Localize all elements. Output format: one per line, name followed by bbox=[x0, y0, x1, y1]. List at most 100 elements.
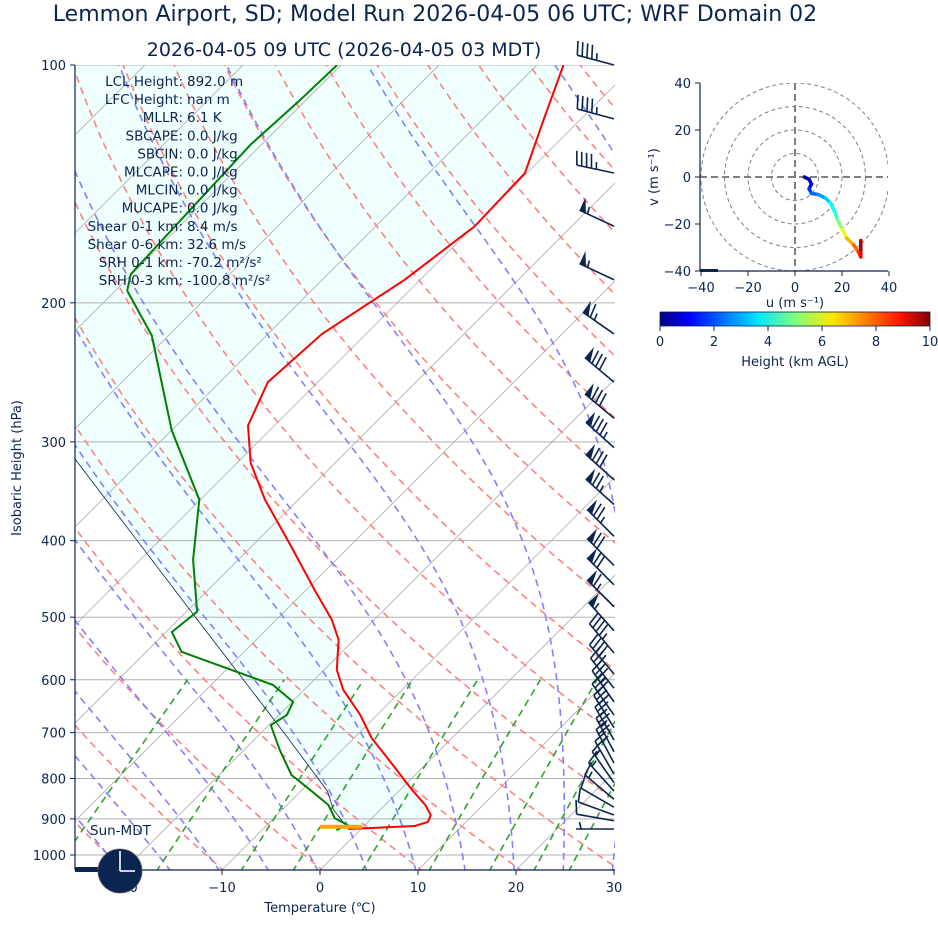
stat-value: 0.0 J/kg bbox=[187, 146, 238, 162]
stat-label: LFC Height: bbox=[105, 92, 183, 108]
clock-label: Sun-MDT bbox=[90, 823, 152, 839]
mixing-ratio-line bbox=[488, 679, 598, 870]
wind-barb bbox=[585, 443, 615, 481]
hodograph: −40−40 −20 −20 0 0 20 20 40 40 bbox=[664, 77, 898, 296]
hodograph-x-tick-label: 40 bbox=[881, 281, 898, 296]
wind-barb bbox=[579, 197, 615, 227]
hodograph-x-tick-label: 20 bbox=[834, 281, 851, 296]
wind-barb bbox=[595, 719, 615, 764]
barb-full bbox=[590, 98, 594, 113]
wind-barb bbox=[591, 740, 615, 784]
clock-icon bbox=[97, 848, 143, 894]
stat-label: Shear 0-6 km: bbox=[88, 237, 183, 253]
hodograph-plot-area bbox=[700, 83, 888, 271]
barb-full bbox=[586, 43, 589, 58]
dry-adiabat-line bbox=[631, 65, 938, 872]
dry-adiabat-line bbox=[528, 65, 615, 172]
barb-full bbox=[581, 42, 584, 57]
barb-full bbox=[586, 97, 589, 112]
wind-barb bbox=[575, 799, 615, 822]
mixing-ratio-line bbox=[292, 679, 414, 870]
hodograph-x-label: u (m s⁻¹) bbox=[766, 296, 824, 311]
dry-adiabat-line bbox=[122, 65, 615, 671]
barb-full bbox=[590, 44, 594, 60]
colorbar-gradient bbox=[659, 311, 931, 327]
moist-adiabat-line bbox=[75, 538, 319, 870]
hodograph-segment bbox=[835, 217, 844, 231]
barb-full bbox=[576, 94, 579, 110]
stat-value: 0.0 J/kg bbox=[187, 201, 238, 217]
y-tick-label: 600 bbox=[41, 674, 66, 689]
barb-staff bbox=[586, 579, 615, 608]
wind-barb bbox=[576, 150, 615, 174]
stat-value: 6.1 K bbox=[187, 110, 223, 126]
stat-value: 32.6 m/s bbox=[187, 237, 246, 253]
isotherm-line bbox=[75, 280, 615, 822]
barb-half bbox=[594, 749, 601, 757]
parcel-profile-line bbox=[75, 457, 349, 830]
stat-value: 0.0 J/kg bbox=[187, 165, 238, 181]
x-tick-label: 0 bbox=[316, 881, 324, 896]
barb-full bbox=[592, 573, 602, 587]
barb-full bbox=[589, 646, 601, 659]
wind-barb bbox=[586, 569, 615, 608]
y-axis-label: Isobaric Height (hPa) bbox=[10, 400, 25, 536]
stat-value: -100.8 m²/s² bbox=[187, 273, 270, 289]
y-tick-label: 100 bbox=[41, 59, 66, 74]
barb-half bbox=[578, 821, 582, 830]
barb-full bbox=[598, 356, 607, 371]
x-tick-label: 10 bbox=[410, 881, 427, 896]
colorbar-tick-label: 6 bbox=[818, 335, 826, 350]
barb-full bbox=[594, 696, 607, 708]
stat-value: 892.0 m bbox=[187, 74, 243, 90]
wind-barb bbox=[584, 761, 615, 800]
barb-staff bbox=[595, 717, 615, 753]
stat-label: Shear 0-1 km: bbox=[88, 219, 183, 235]
barb-full bbox=[575, 799, 578, 815]
hodograph-y-tick-label: 20 bbox=[674, 124, 691, 139]
barb-half bbox=[599, 516, 606, 524]
dry-adiabat-line bbox=[325, 65, 615, 420]
barb-full bbox=[595, 475, 604, 489]
barb-staff bbox=[591, 751, 615, 784]
mixing-ratio-line bbox=[533, 719, 615, 870]
stat-value: -70.2 m²/s² bbox=[187, 255, 262, 271]
y-tick-label: 800 bbox=[41, 772, 66, 787]
mixing-ratio-line bbox=[623, 680, 722, 872]
moist-adiabat-line bbox=[118, 65, 515, 870]
barb-half bbox=[593, 313, 598, 321]
barb-full bbox=[592, 532, 602, 546]
y-tick-label: 500 bbox=[41, 611, 66, 626]
mixing-ratio-line bbox=[75, 679, 189, 843]
y-tick-label: 200 bbox=[41, 297, 66, 312]
barb-full bbox=[595, 418, 604, 432]
barb-staff bbox=[577, 108, 615, 120]
barb-half bbox=[586, 206, 591, 215]
colorbar-label: Height (km AGL) bbox=[741, 355, 849, 370]
colorbar-tick-label: 2 bbox=[710, 335, 718, 350]
mixing-ratio-line bbox=[156, 679, 285, 870]
barb-pennant bbox=[585, 468, 596, 484]
isotherm-line bbox=[319, 574, 615, 870]
barb-full bbox=[581, 95, 584, 111]
barb-full bbox=[584, 761, 593, 776]
dry-adiabat-line bbox=[75, 200, 615, 801]
stat-label: SBCIN: bbox=[137, 146, 183, 162]
barb-full bbox=[595, 619, 606, 633]
isotherm-line bbox=[221, 476, 615, 870]
y-tick-label: 900 bbox=[41, 813, 66, 828]
barb-full bbox=[598, 623, 609, 636]
y-tick-label: 700 bbox=[41, 727, 66, 742]
figure-subtitle: 2026-04-05 09 UTC (2026-04-05 03 MDT) bbox=[147, 39, 542, 61]
x-axis-label: Temperature (℃) bbox=[263, 901, 375, 916]
stat-label: SRH 0-1 km: bbox=[99, 255, 183, 271]
barb-pennant bbox=[587, 528, 598, 544]
barb-full bbox=[595, 450, 604, 465]
moist-adiabat-line bbox=[75, 443, 368, 870]
height-colorbar: 0 2 4 6 8 10 bbox=[656, 311, 938, 350]
barb-half bbox=[601, 633, 608, 640]
barb-staff bbox=[580, 787, 615, 808]
isotherm-line bbox=[75, 65, 244, 234]
barb-half bbox=[586, 260, 591, 268]
